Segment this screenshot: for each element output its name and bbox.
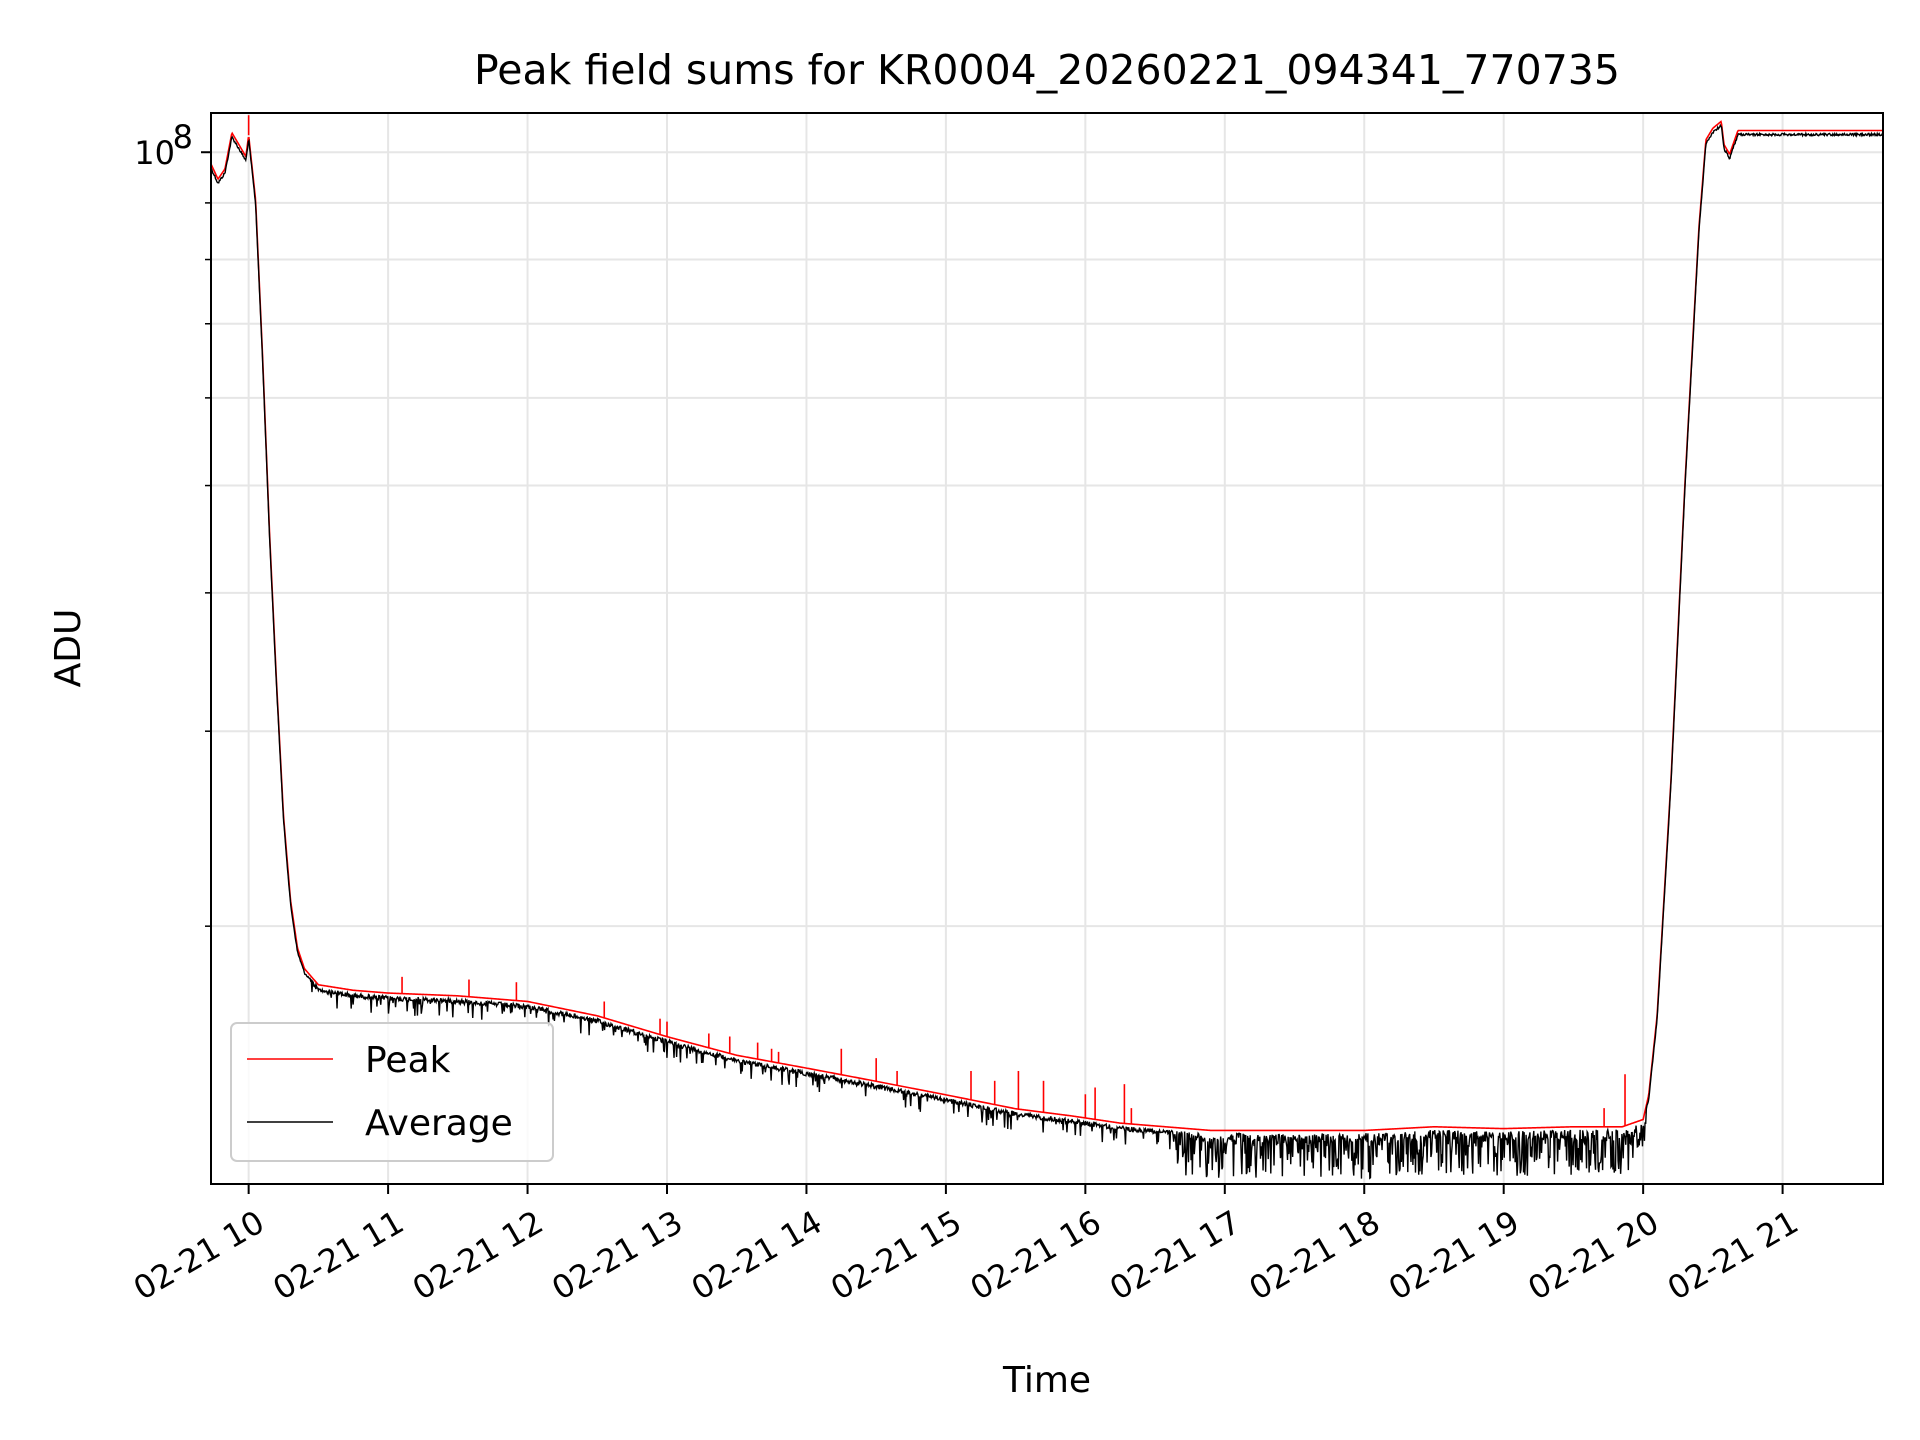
x-tick-label: 02-21 12 xyxy=(406,1203,550,1308)
chart-title: Peak field sums for KR0004_20260221_0943… xyxy=(474,46,1620,94)
x-axis-label: Time xyxy=(1002,1360,1091,1401)
x-tick-label: 02-21 17 xyxy=(1103,1203,1247,1308)
peak-series-line xyxy=(210,120,1883,1132)
x-tick-label: 02-21 19 xyxy=(1382,1203,1526,1308)
x-tick-label: 02-21 21 xyxy=(1661,1203,1805,1308)
x-tick-label: 02-21 11 xyxy=(267,1203,411,1308)
legend-peak-label: Peak xyxy=(365,1040,451,1081)
x-tick-label: 02-21 16 xyxy=(964,1203,1108,1308)
grid xyxy=(211,113,1883,1184)
legend-box xyxy=(230,1022,554,1162)
x-tick-label: 02-21 20 xyxy=(1522,1203,1666,1308)
y-tick-label: 10 xyxy=(134,134,175,172)
y-axis-label: ADU xyxy=(48,609,89,688)
x-tick-label: 02-21 15 xyxy=(824,1203,968,1308)
plot-frame xyxy=(210,112,1884,1185)
x-tick-label: 02-21 10 xyxy=(127,1203,271,1308)
average-series-line xyxy=(210,123,1884,1180)
x-tick-label: 02-21 14 xyxy=(685,1203,829,1308)
series-layer xyxy=(210,115,1884,1180)
x-tick-label: 02-21 18 xyxy=(1243,1203,1387,1308)
legend: Peak Average xyxy=(230,1022,554,1162)
legend-average-label: Average xyxy=(365,1103,513,1144)
x-tick-label: 02-21 13 xyxy=(545,1203,689,1308)
y-tick-exponent: 8 xyxy=(173,118,193,156)
